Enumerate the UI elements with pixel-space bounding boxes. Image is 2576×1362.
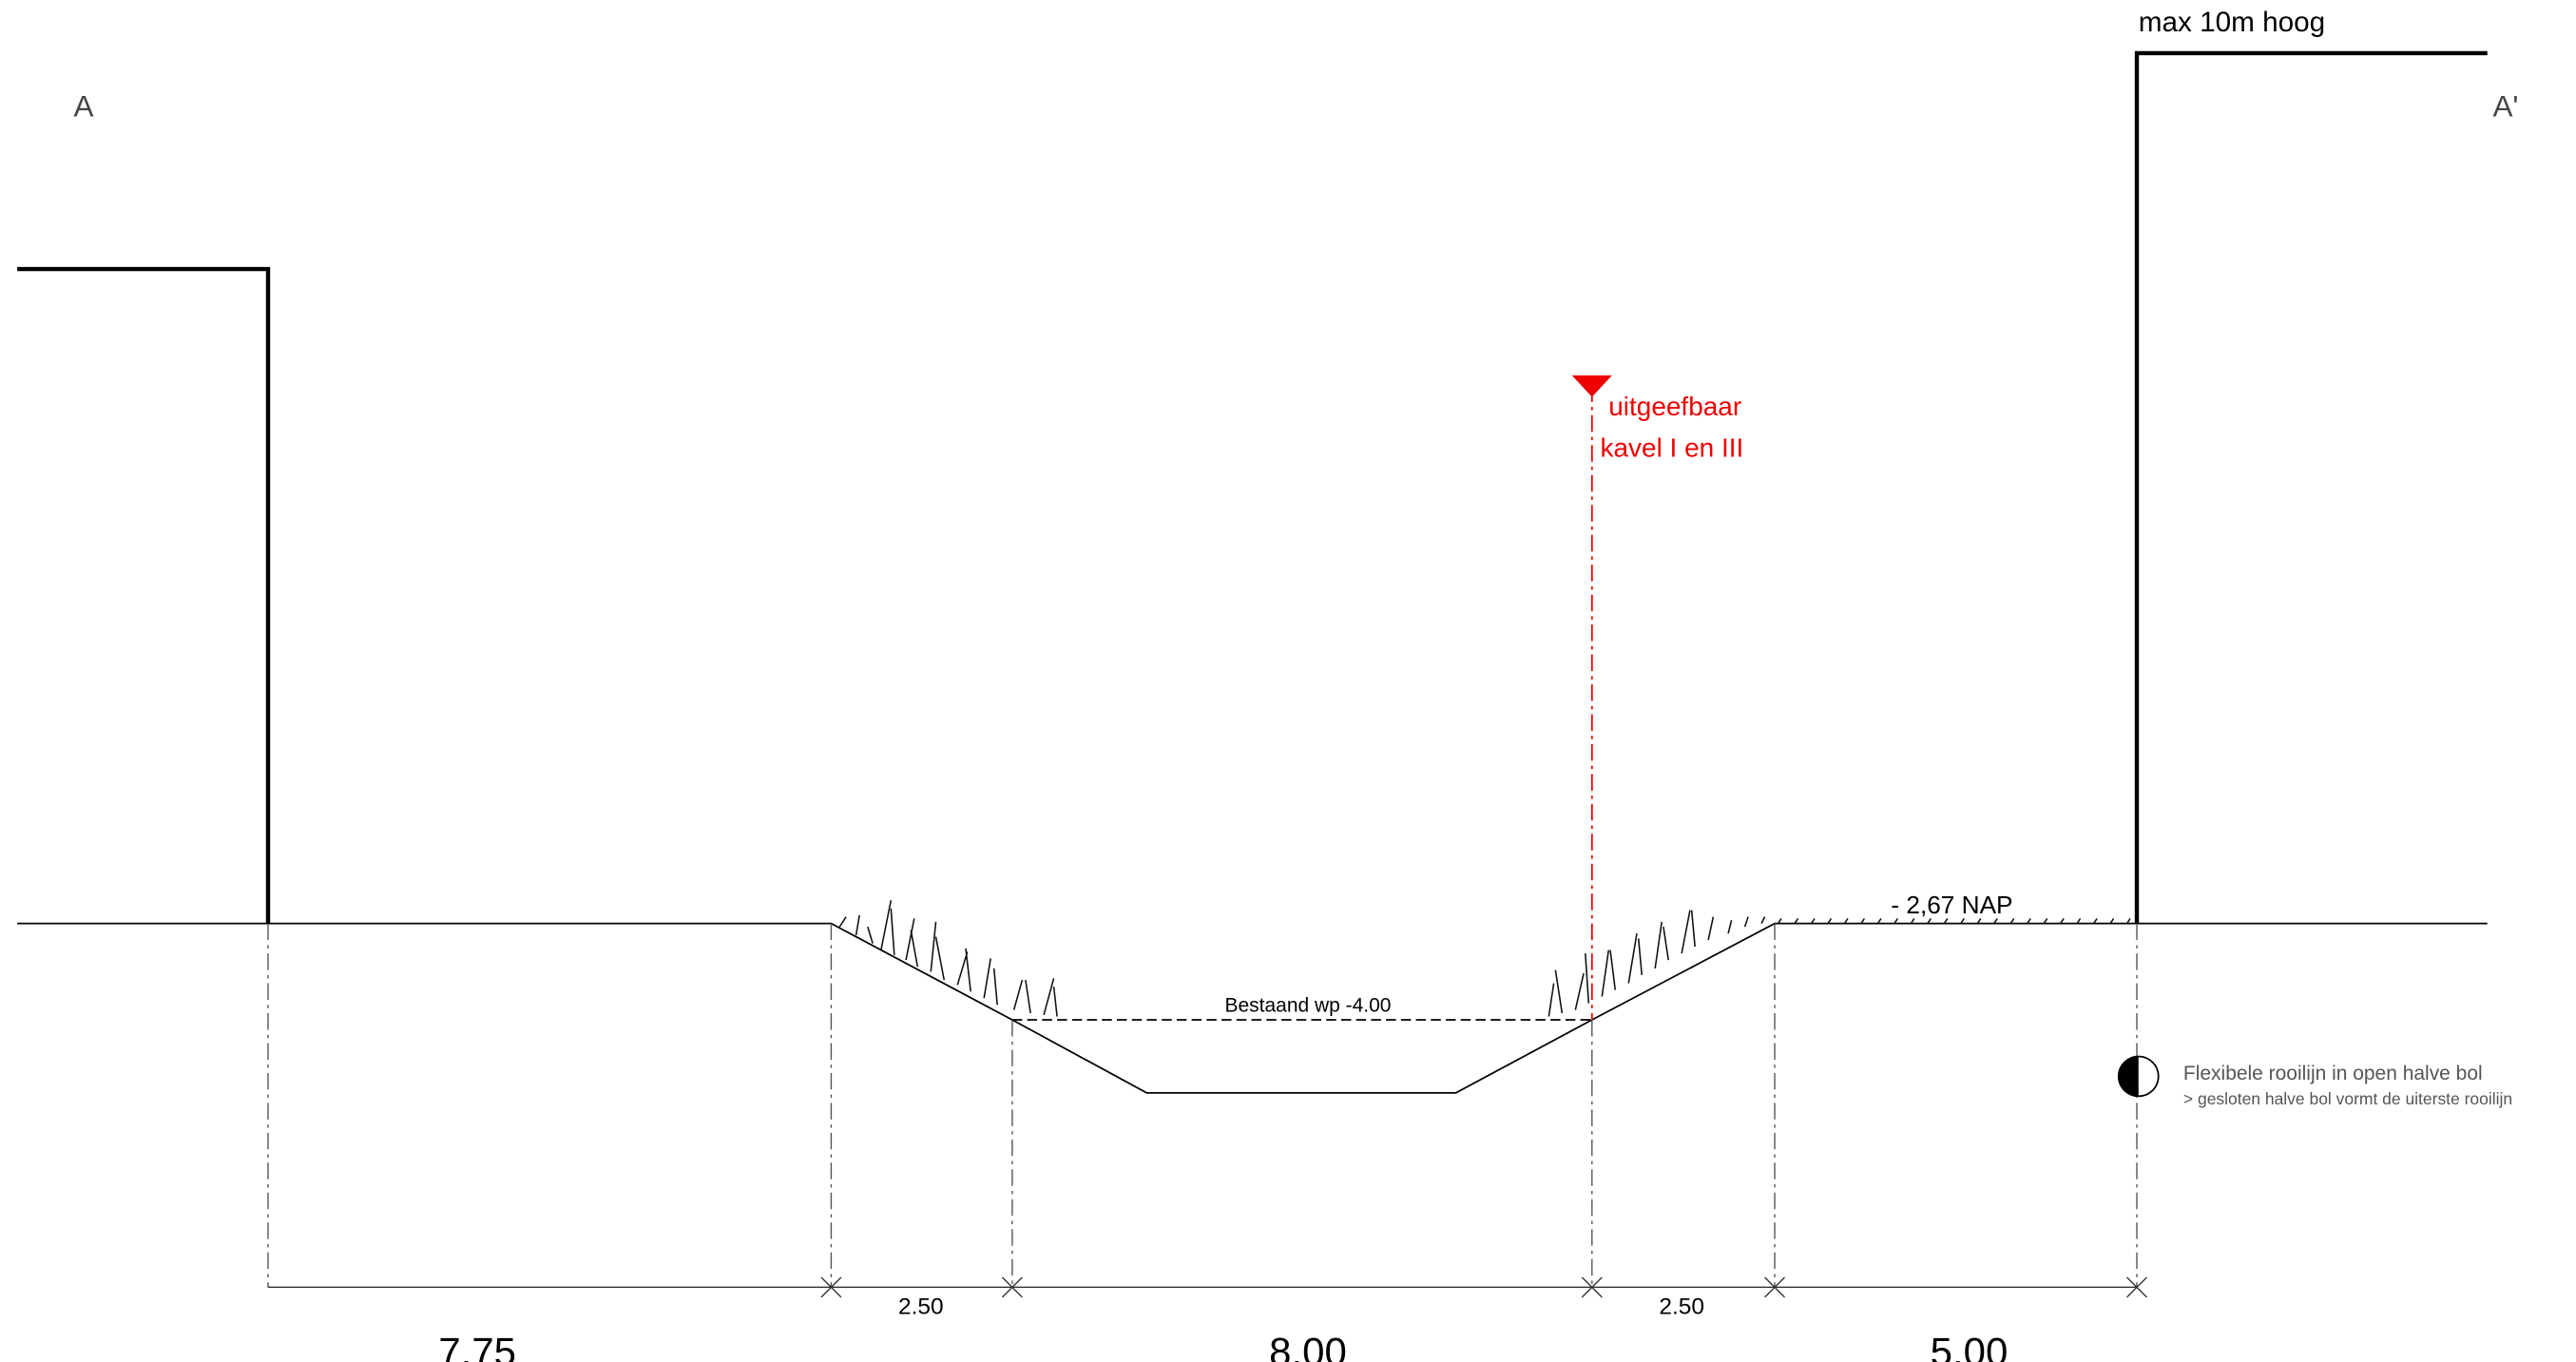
plot-label: kavel I en III <box>1601 433 1744 463</box>
plot-label: uitgeefbaar <box>1608 392 1741 421</box>
left-building <box>17 266 271 924</box>
dimension-guides <box>267 923 2138 1288</box>
ground-profile <box>17 922 2488 1094</box>
section-mark: A <box>74 89 94 123</box>
section-mark: A' <box>2492 89 2518 123</box>
legend-text: Flexibele rooilijn in open halve bol <box>2183 1063 2483 1084</box>
dimension-label: 2.50 <box>898 1294 944 1319</box>
plot-marker-triangle <box>1571 374 1612 397</box>
dimension-label: 5.00 <box>1931 1329 2009 1362</box>
water-level-label: Bestaand wp -4.00 <box>1225 994 1392 1016</box>
dimension-label: 8.00 <box>1269 1329 1347 1362</box>
dimension-line <box>267 1276 2147 1298</box>
legend-symbol <box>2117 1055 2160 1098</box>
ground-level-label: - 2,67 NAP <box>1891 891 2012 919</box>
dimension-label: 2.50 <box>1659 1294 1704 1319</box>
right-building <box>2134 50 2488 924</box>
dimension-label: 7.75 <box>438 1329 516 1362</box>
height-label: max 10m hoog <box>2139 7 2325 38</box>
vegetation <box>838 900 2131 1017</box>
legend-text: > gesloten halve bol vormt de uiterste r… <box>2183 1089 2512 1108</box>
